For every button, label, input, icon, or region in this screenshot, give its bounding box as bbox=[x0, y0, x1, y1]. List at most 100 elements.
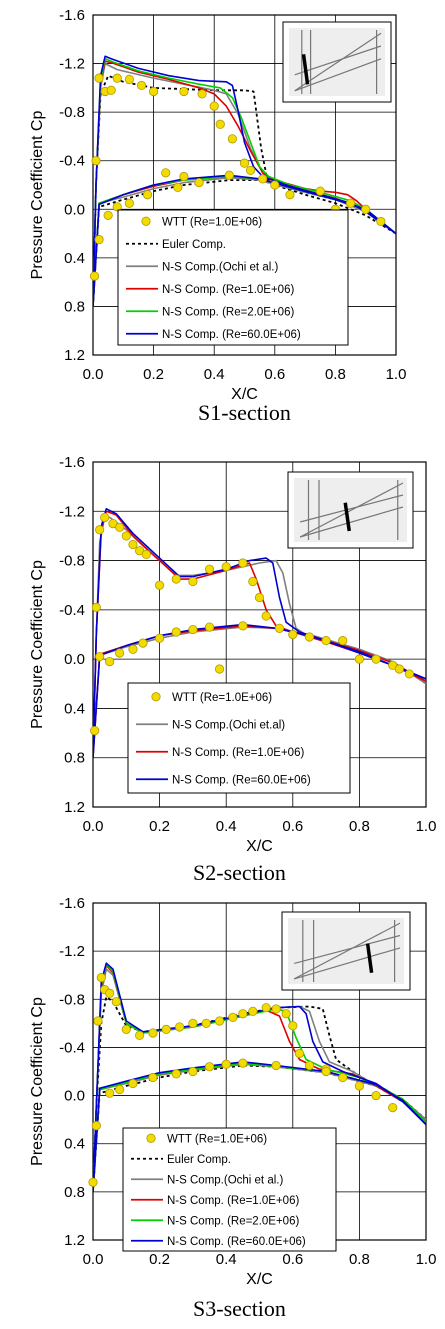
chart-panel-3: -1.6 -1.2 -0.8 -0.4 0.0 0.4 0.8 1.2 0.0 0.2 0.4 0.6… bbox=[29, 895, 436, 1321]
wtt-point bbox=[136, 80, 147, 91]
wtt-point bbox=[148, 1028, 158, 1038]
wtt-point bbox=[115, 1084, 125, 1095]
wtt-point bbox=[204, 1062, 215, 1072]
wtt-point bbox=[115, 522, 125, 532]
wing-leading-edge bbox=[293, 922, 401, 980]
wtt-point bbox=[148, 1072, 158, 1083]
x-tick-label: 0.8 bbox=[349, 818, 370, 835]
wtt-point bbox=[214, 664, 225, 674]
y-tick-label: -0.4 bbox=[59, 153, 85, 170]
wtt-point bbox=[371, 1090, 381, 1101]
wtt-point bbox=[221, 1059, 231, 1069]
wing-mid-line bbox=[294, 934, 401, 964]
wing-section-inset bbox=[282, 21, 392, 103]
wtt-point bbox=[354, 654, 364, 664]
x-tick-label: 0.4 bbox=[204, 366, 225, 383]
section-marker bbox=[301, 54, 310, 85]
wtt-point bbox=[121, 1024, 131, 1034]
legend-label: N-S Comp. (Re=2.0E+06) bbox=[162, 306, 294, 318]
series-line-upper bbox=[93, 962, 426, 1192]
wtt-point bbox=[103, 210, 113, 220]
y-tick-label: 0.0 bbox=[64, 651, 85, 668]
y-axis-label: Pressure Coefficient Cp bbox=[29, 111, 46, 280]
chart-panel-2: -1.6 -1.2 -0.8 -0.4 0.0 0.4 0.8 1.2 0.0 0.2 0.4 0.6… bbox=[29, 454, 436, 885]
y-tick-label: 0.8 bbox=[64, 1184, 85, 1201]
wtt-point bbox=[288, 629, 298, 640]
wtt-point bbox=[271, 1004, 281, 1014]
wtt-point bbox=[345, 198, 356, 208]
legend-label: WTT (Re=1.0E+06) bbox=[167, 1133, 267, 1145]
wtt-point bbox=[161, 1024, 171, 1034]
wtt-point bbox=[105, 988, 115, 998]
wtt-point bbox=[245, 165, 256, 176]
x-tick-label: 0.6 bbox=[282, 1251, 303, 1268]
legend: WTT (Re=1.0E+06) Euler Comp. N-S Comp.(Och… bbox=[117, 209, 349, 346]
wtt-point bbox=[354, 1081, 364, 1091]
wtt-point bbox=[361, 204, 371, 214]
x-tick-label: 0.6 bbox=[282, 818, 303, 835]
wtt-point bbox=[258, 174, 268, 184]
wtt-point bbox=[321, 1066, 331, 1077]
wing-mid-line bbox=[299, 494, 404, 523]
wtt-point bbox=[215, 119, 225, 129]
legend-label: N-S Comp. (Re=1.0E+06) bbox=[167, 1195, 299, 1207]
legend-label: Euler Comp. bbox=[162, 239, 226, 251]
wtt-point bbox=[173, 182, 183, 193]
wtt-point bbox=[388, 1103, 398, 1113]
y-tick-label: -1.6 bbox=[59, 895, 85, 912]
wtt-point bbox=[171, 1069, 181, 1079]
wtt-point bbox=[261, 611, 271, 621]
y-tick-label: -1.6 bbox=[59, 454, 85, 471]
wtt-point bbox=[142, 190, 153, 200]
legend-marker bbox=[141, 216, 151, 226]
section-caption: S2-section bbox=[193, 860, 286, 885]
wing-leading-edge bbox=[294, 32, 382, 92]
x-tick-label: 0.6 bbox=[264, 366, 285, 383]
wtt-point bbox=[238, 621, 248, 631]
legend-label: N-S Comp. (Re=1.0E+06) bbox=[162, 284, 294, 296]
wtt-markers bbox=[88, 973, 398, 1187]
x-tick-label: 0.2 bbox=[143, 366, 164, 383]
wtt-point bbox=[135, 1030, 145, 1040]
wtt-point bbox=[239, 158, 250, 168]
wing-mid-line bbox=[294, 45, 382, 76]
wtt-point bbox=[376, 216, 386, 227]
y-tick-label: -0.8 bbox=[59, 991, 85, 1008]
legend-label: N-S Comp. (Re=60.0E+06) bbox=[167, 1236, 306, 1248]
y-tick-label: 1.2 bbox=[64, 347, 85, 364]
legend-label: N-S Comp.(Ochi et al.) bbox=[167, 1174, 283, 1186]
wtt-point bbox=[394, 664, 404, 674]
wtt-point bbox=[261, 1003, 271, 1013]
wtt-point bbox=[285, 190, 295, 200]
wing-trailing-edge bbox=[293, 947, 401, 980]
wtt-point bbox=[111, 997, 121, 1007]
wtt-point bbox=[270, 180, 280, 190]
x-tick-label: 1.0 bbox=[416, 1251, 437, 1268]
x-tick-label: 0.0 bbox=[83, 818, 104, 835]
wtt-point bbox=[155, 580, 165, 590]
x-tick-label: 1.0 bbox=[386, 366, 407, 383]
y-tick-label: 1.2 bbox=[64, 799, 85, 816]
legend-label: WTT (Re=1.0E+06) bbox=[172, 692, 272, 704]
series-line-upper bbox=[93, 60, 396, 307]
wtt-point bbox=[404, 669, 414, 679]
y-tick-label: -1.2 bbox=[59, 503, 85, 520]
x-tick-label: 0.0 bbox=[83, 1251, 104, 1268]
legend-marker bbox=[146, 1133, 156, 1143]
wtt-point bbox=[91, 1121, 101, 1131]
wtt-point bbox=[149, 86, 159, 97]
wtt-point bbox=[94, 235, 104, 245]
legend-label: N-S Comp. (Re=1.0E+06) bbox=[172, 747, 304, 759]
wtt-point bbox=[95, 525, 105, 535]
wtt-point bbox=[128, 644, 138, 654]
x-tick-label: 0.2 bbox=[149, 818, 170, 835]
wtt-point bbox=[161, 168, 171, 178]
x-tick-label: 0.0 bbox=[83, 366, 104, 383]
wtt-point bbox=[224, 170, 234, 180]
x-tick-label: 0.8 bbox=[349, 1251, 370, 1268]
wtt-point bbox=[171, 574, 181, 584]
x-tick-label: 0.8 bbox=[325, 366, 346, 383]
y-tick-label: 0.8 bbox=[64, 750, 85, 767]
y-tick-label: -0.4 bbox=[59, 1039, 85, 1056]
